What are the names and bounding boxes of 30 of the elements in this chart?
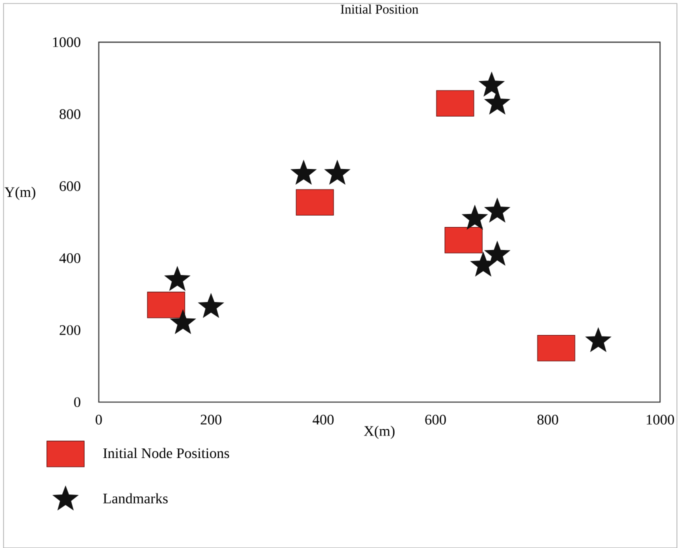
y-tick-label: 600 [60, 181, 80, 191]
x-tick-label: 600 [425, 414, 446, 424]
x-tick-label: 1000 [646, 414, 674, 424]
y-tick-label: 1000 [53, 37, 80, 47]
y-axis-title: Y(m) [4, 186, 36, 200]
point [462, 204, 488, 230]
legend-label: Landmarks [103, 493, 168, 504]
x-tick-label: 800 [537, 414, 558, 424]
x-tick-label: 0 [96, 414, 102, 424]
x-tick-label: 200 [200, 414, 222, 424]
point [324, 160, 351, 185]
x-tick-label: 400 [312, 414, 334, 424]
point [470, 251, 496, 276]
point [537, 334, 576, 362]
point [484, 240, 510, 266]
point [290, 160, 317, 185]
legend-label: Initial Node Positions [103, 448, 230, 458]
point [484, 197, 510, 222]
point [478, 71, 505, 96]
y-tick-label: 200 [60, 325, 80, 335]
y-tick-label: 0 [74, 397, 80, 407]
chart-title: Initial Position [340, 4, 418, 14]
point [170, 308, 196, 334]
point [585, 326, 612, 352]
point [444, 226, 483, 254]
point [164, 266, 191, 291]
x-axis-title: X(m) [364, 426, 395, 439]
point [198, 292, 224, 318]
y-tick-label: 800 [60, 109, 80, 119]
y-tick-label: 400 [59, 253, 80, 263]
